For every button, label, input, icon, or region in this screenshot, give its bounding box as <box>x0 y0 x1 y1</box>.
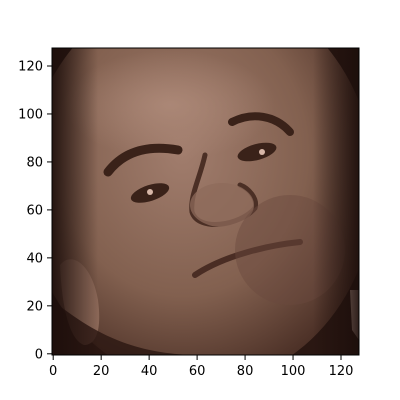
y-axis: 0 20 40 60 80 100 120 <box>18 59 52 362</box>
y-tick-label: 100 <box>18 107 43 122</box>
axes-frame <box>51 47 360 356</box>
x-tick-label: 120 <box>329 364 354 379</box>
y-tick-label: 60 <box>26 203 43 218</box>
y-tick-label: 20 <box>26 299 43 314</box>
y-tick-label: 40 <box>26 251 43 266</box>
x-axis: 0 20 40 60 80 100 120 <box>49 355 353 379</box>
x-tick-label: 40 <box>141 364 158 379</box>
x-tick-label: 0 <box>49 364 57 379</box>
x-tick-label: 20 <box>93 364 110 379</box>
edge-vignette <box>52 48 359 355</box>
x-tick-label: 80 <box>237 364 254 379</box>
y-tick-label: 0 <box>35 347 43 362</box>
y-tick-label: 80 <box>26 155 43 170</box>
x-tick-label: 100 <box>281 364 306 379</box>
y-tick-label: 120 <box>18 59 43 74</box>
x-tick-label: 60 <box>189 364 206 379</box>
face-image <box>52 48 359 355</box>
